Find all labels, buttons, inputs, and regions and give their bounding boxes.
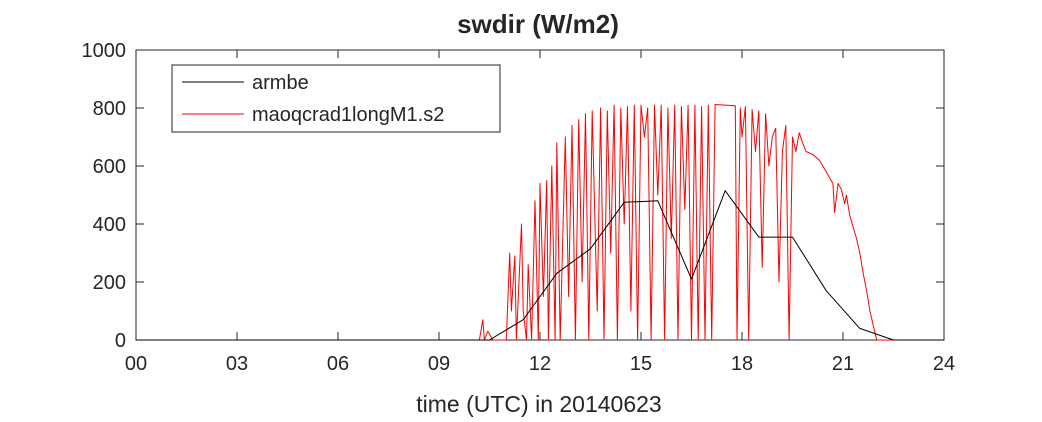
legend-entry: armbe [252, 72, 309, 94]
chart-title: swdir (W/m2) [457, 9, 619, 39]
y-tick-label: 200 [93, 272, 126, 294]
x-tick-label: 00 [125, 353, 147, 375]
legend: armbe maoqcrad1longM1.s2 [171, 64, 501, 133]
x-axis: 00 03 06 09 12 15 18 21 24 [125, 50, 955, 375]
x-tick-label: 09 [428, 353, 450, 375]
legend-entry: maoqcrad1longM1.s2 [252, 104, 444, 126]
y-tick-label: 600 [93, 156, 126, 178]
series-line-armbe [136, 190, 944, 341]
x-tick-label: 18 [731, 353, 753, 375]
y-tick-label: 800 [93, 98, 126, 120]
x-tick-label: 06 [327, 353, 349, 375]
x-tick-label: 21 [832, 353, 854, 375]
y-axis: 0 200 400 600 800 1000 [82, 40, 944, 352]
series-line-maoqcrad1longm1-s2 [136, 104, 944, 341]
y-tick-label: 1000 [82, 40, 127, 62]
x-tick-label: 15 [630, 353, 652, 375]
x-axis-label: time (UTC) in 20140623 [416, 391, 661, 417]
y-tick-label: 0 [115, 330, 126, 352]
x-tick-label: 03 [226, 353, 248, 375]
x-tick-label: 12 [529, 353, 551, 375]
legend-box [171, 64, 501, 133]
series-layer [136, 104, 944, 341]
y-tick-label: 400 [93, 214, 126, 236]
x-tick-label: 24 [933, 353, 955, 375]
